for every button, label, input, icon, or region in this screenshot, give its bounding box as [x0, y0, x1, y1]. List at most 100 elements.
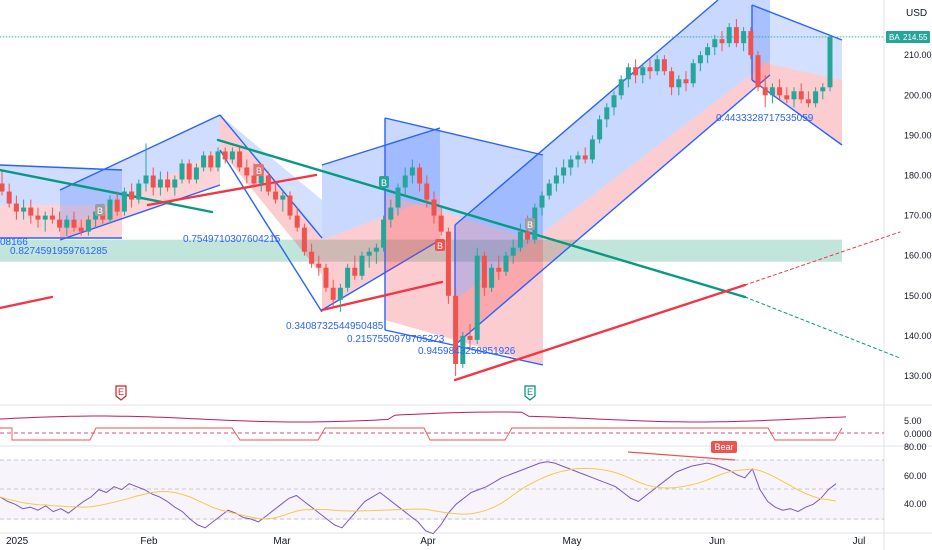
candle-body	[49, 215, 55, 220]
candle-body	[301, 227, 307, 252]
candle-body	[21, 207, 27, 212]
candle-body	[820, 87, 826, 92]
earnings-marker-1	[115, 385, 127, 401]
candle-body	[201, 155, 207, 168]
candle-body	[769, 87, 775, 96]
candle-body	[625, 67, 631, 80]
annotation-label: 0.7549710307604215	[183, 234, 281, 245]
candle-body	[431, 199, 437, 216]
candle-body	[791, 91, 797, 100]
time-tick-label: May	[563, 536, 582, 547]
channel-5-lower	[385, 195, 543, 365]
candle-body	[409, 167, 415, 176]
candle-body	[611, 95, 617, 108]
candle-body	[697, 55, 703, 64]
candle-body	[107, 199, 113, 220]
rsi-divergence-line	[627, 451, 736, 461]
price-tick-label: 210.00	[904, 50, 932, 60]
candle-body	[388, 207, 394, 220]
buy-marker-3-label: B	[381, 178, 387, 188]
price-tick-label: 170.00	[904, 211, 932, 221]
time-tick-label: 2025	[6, 536, 29, 547]
candle-body	[273, 191, 279, 200]
candle-body	[251, 175, 257, 184]
candle-body	[568, 159, 574, 168]
channel-5-upper	[385, 118, 543, 242]
candle-body	[265, 175, 271, 192]
candle-body	[57, 219, 63, 228]
candle-body	[229, 151, 235, 160]
red-trend-1	[0, 295, 54, 310]
candle-body	[683, 79, 689, 84]
candle-body	[503, 255, 509, 272]
red-trend-2	[146, 173, 318, 207]
last-price-symbol: BA	[889, 33, 900, 42]
rsi-tick-label: 60.00	[904, 471, 927, 481]
candle-body	[640, 67, 646, 76]
buy-marker-5-label: B	[527, 220, 533, 230]
red-trend-4	[453, 283, 747, 382]
osc-tick-label: 5.00	[904, 416, 922, 426]
time-tick-label: Jun	[709, 536, 725, 547]
candle-body	[589, 139, 595, 160]
channel-6-bottom	[454, 74, 771, 346]
candle-body	[827, 36, 833, 88]
osc-tick-label: 0.0000	[904, 429, 932, 439]
candle-body	[582, 155, 588, 160]
channel-1-top	[0, 164, 123, 171]
candle-body	[445, 231, 451, 296]
axis-layer: 130.00 140.00 150.00 160.00 170.00 180.00 190.…	[6, 30, 932, 547]
candle-body	[784, 95, 790, 100]
channel-7-top	[751, 4, 843, 41]
candle-body	[42, 215, 48, 220]
candle-body	[237, 151, 243, 168]
candle-body	[323, 267, 329, 288]
candle-body	[402, 175, 408, 188]
candle-body	[93, 211, 99, 220]
buy-marker-2	[254, 164, 264, 176]
annotation-label: 0.3408732544950485	[286, 321, 384, 332]
candle-body	[280, 195, 286, 200]
candle-body	[121, 191, 127, 212]
channel-7-upper	[752, 5, 842, 80]
candle-body	[805, 99, 811, 104]
candle-body	[35, 215, 41, 220]
trend-line-layer	[0, 36, 901, 382]
candle-body	[165, 179, 171, 188]
green-trend-2	[216, 138, 747, 299]
green-trend-1	[0, 168, 214, 214]
candle-body	[6, 191, 12, 204]
price-tick-label: 140.00	[904, 331, 932, 341]
candle-body	[474, 255, 480, 340]
candle-body	[258, 175, 264, 184]
buy-marker-2-label: B	[256, 166, 262, 176]
candle-body	[669, 71, 675, 88]
channel-3-bottom	[219, 149, 323, 313]
candle-body	[525, 231, 531, 240]
candle-body	[373, 247, 379, 252]
last-price-value: 214.55	[903, 33, 928, 42]
candle-body	[13, 203, 19, 212]
candle-body	[143, 175, 149, 184]
candle-body	[0, 183, 5, 192]
candle-body	[179, 163, 185, 180]
candle-body	[381, 219, 387, 248]
candle-body	[726, 27, 732, 44]
candle-body	[712, 39, 718, 48]
candle-body	[467, 335, 473, 340]
candle-body	[496, 267, 502, 272]
candle-body	[136, 183, 142, 200]
candle-body	[661, 59, 667, 72]
candle-body	[424, 183, 430, 200]
price-tick-label: 180.00	[904, 171, 932, 181]
candle-body	[676, 79, 682, 88]
earnings-marker-2	[524, 385, 536, 401]
buy-marker-4	[435, 239, 445, 251]
candle-body	[186, 163, 192, 180]
time-tick-label: Jul	[853, 536, 866, 547]
green-trend-extension	[744, 296, 901, 359]
